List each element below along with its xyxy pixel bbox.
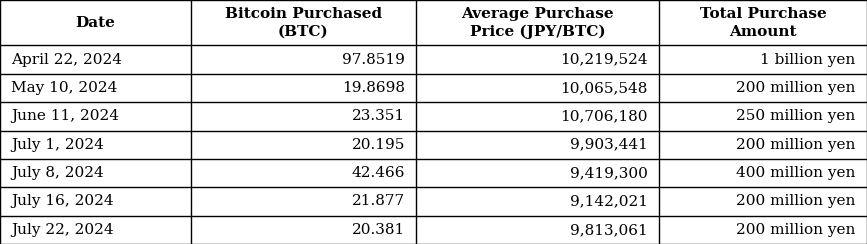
Text: Bitcoin Purchased
(BTC): Bitcoin Purchased (BTC)	[225, 7, 382, 39]
Text: July 16, 2024: July 16, 2024	[11, 194, 114, 208]
Text: 19.8698: 19.8698	[342, 81, 405, 95]
Text: Average Purchase
Price (JPY/BTC): Average Purchase Price (JPY/BTC)	[461, 7, 614, 39]
Text: 200 million yen: 200 million yen	[736, 138, 856, 152]
Text: July 22, 2024: July 22, 2024	[11, 223, 114, 237]
Text: 97.8519: 97.8519	[342, 52, 405, 67]
Text: 200 million yen: 200 million yen	[736, 81, 856, 95]
Text: June 11, 2024: June 11, 2024	[11, 109, 120, 123]
Text: Total Purchase
Amount: Total Purchase Amount	[700, 7, 826, 39]
Text: April 22, 2024: April 22, 2024	[11, 52, 122, 67]
Text: Date: Date	[75, 16, 115, 30]
Text: 20.195: 20.195	[351, 138, 405, 152]
Text: May 10, 2024: May 10, 2024	[11, 81, 118, 95]
Text: 23.351: 23.351	[352, 109, 405, 123]
Text: 42.466: 42.466	[351, 166, 405, 180]
Text: 20.381: 20.381	[352, 223, 405, 237]
Text: 250 million yen: 250 million yen	[736, 109, 856, 123]
Text: 1 billion yen: 1 billion yen	[760, 52, 856, 67]
Text: 9,419,300: 9,419,300	[570, 166, 648, 180]
Text: 9,142,021: 9,142,021	[570, 194, 648, 208]
Text: 10,706,180: 10,706,180	[560, 109, 648, 123]
Text: 9,813,061: 9,813,061	[570, 223, 648, 237]
Text: 200 million yen: 200 million yen	[736, 223, 856, 237]
Text: 9,903,441: 9,903,441	[570, 138, 648, 152]
Text: 400 million yen: 400 million yen	[736, 166, 856, 180]
Text: July 8, 2024: July 8, 2024	[11, 166, 104, 180]
Text: 200 million yen: 200 million yen	[736, 194, 856, 208]
Text: 10,065,548: 10,065,548	[560, 81, 648, 95]
Text: 21.877: 21.877	[352, 194, 405, 208]
Text: 10,219,524: 10,219,524	[560, 52, 648, 67]
Text: July 1, 2024: July 1, 2024	[11, 138, 104, 152]
